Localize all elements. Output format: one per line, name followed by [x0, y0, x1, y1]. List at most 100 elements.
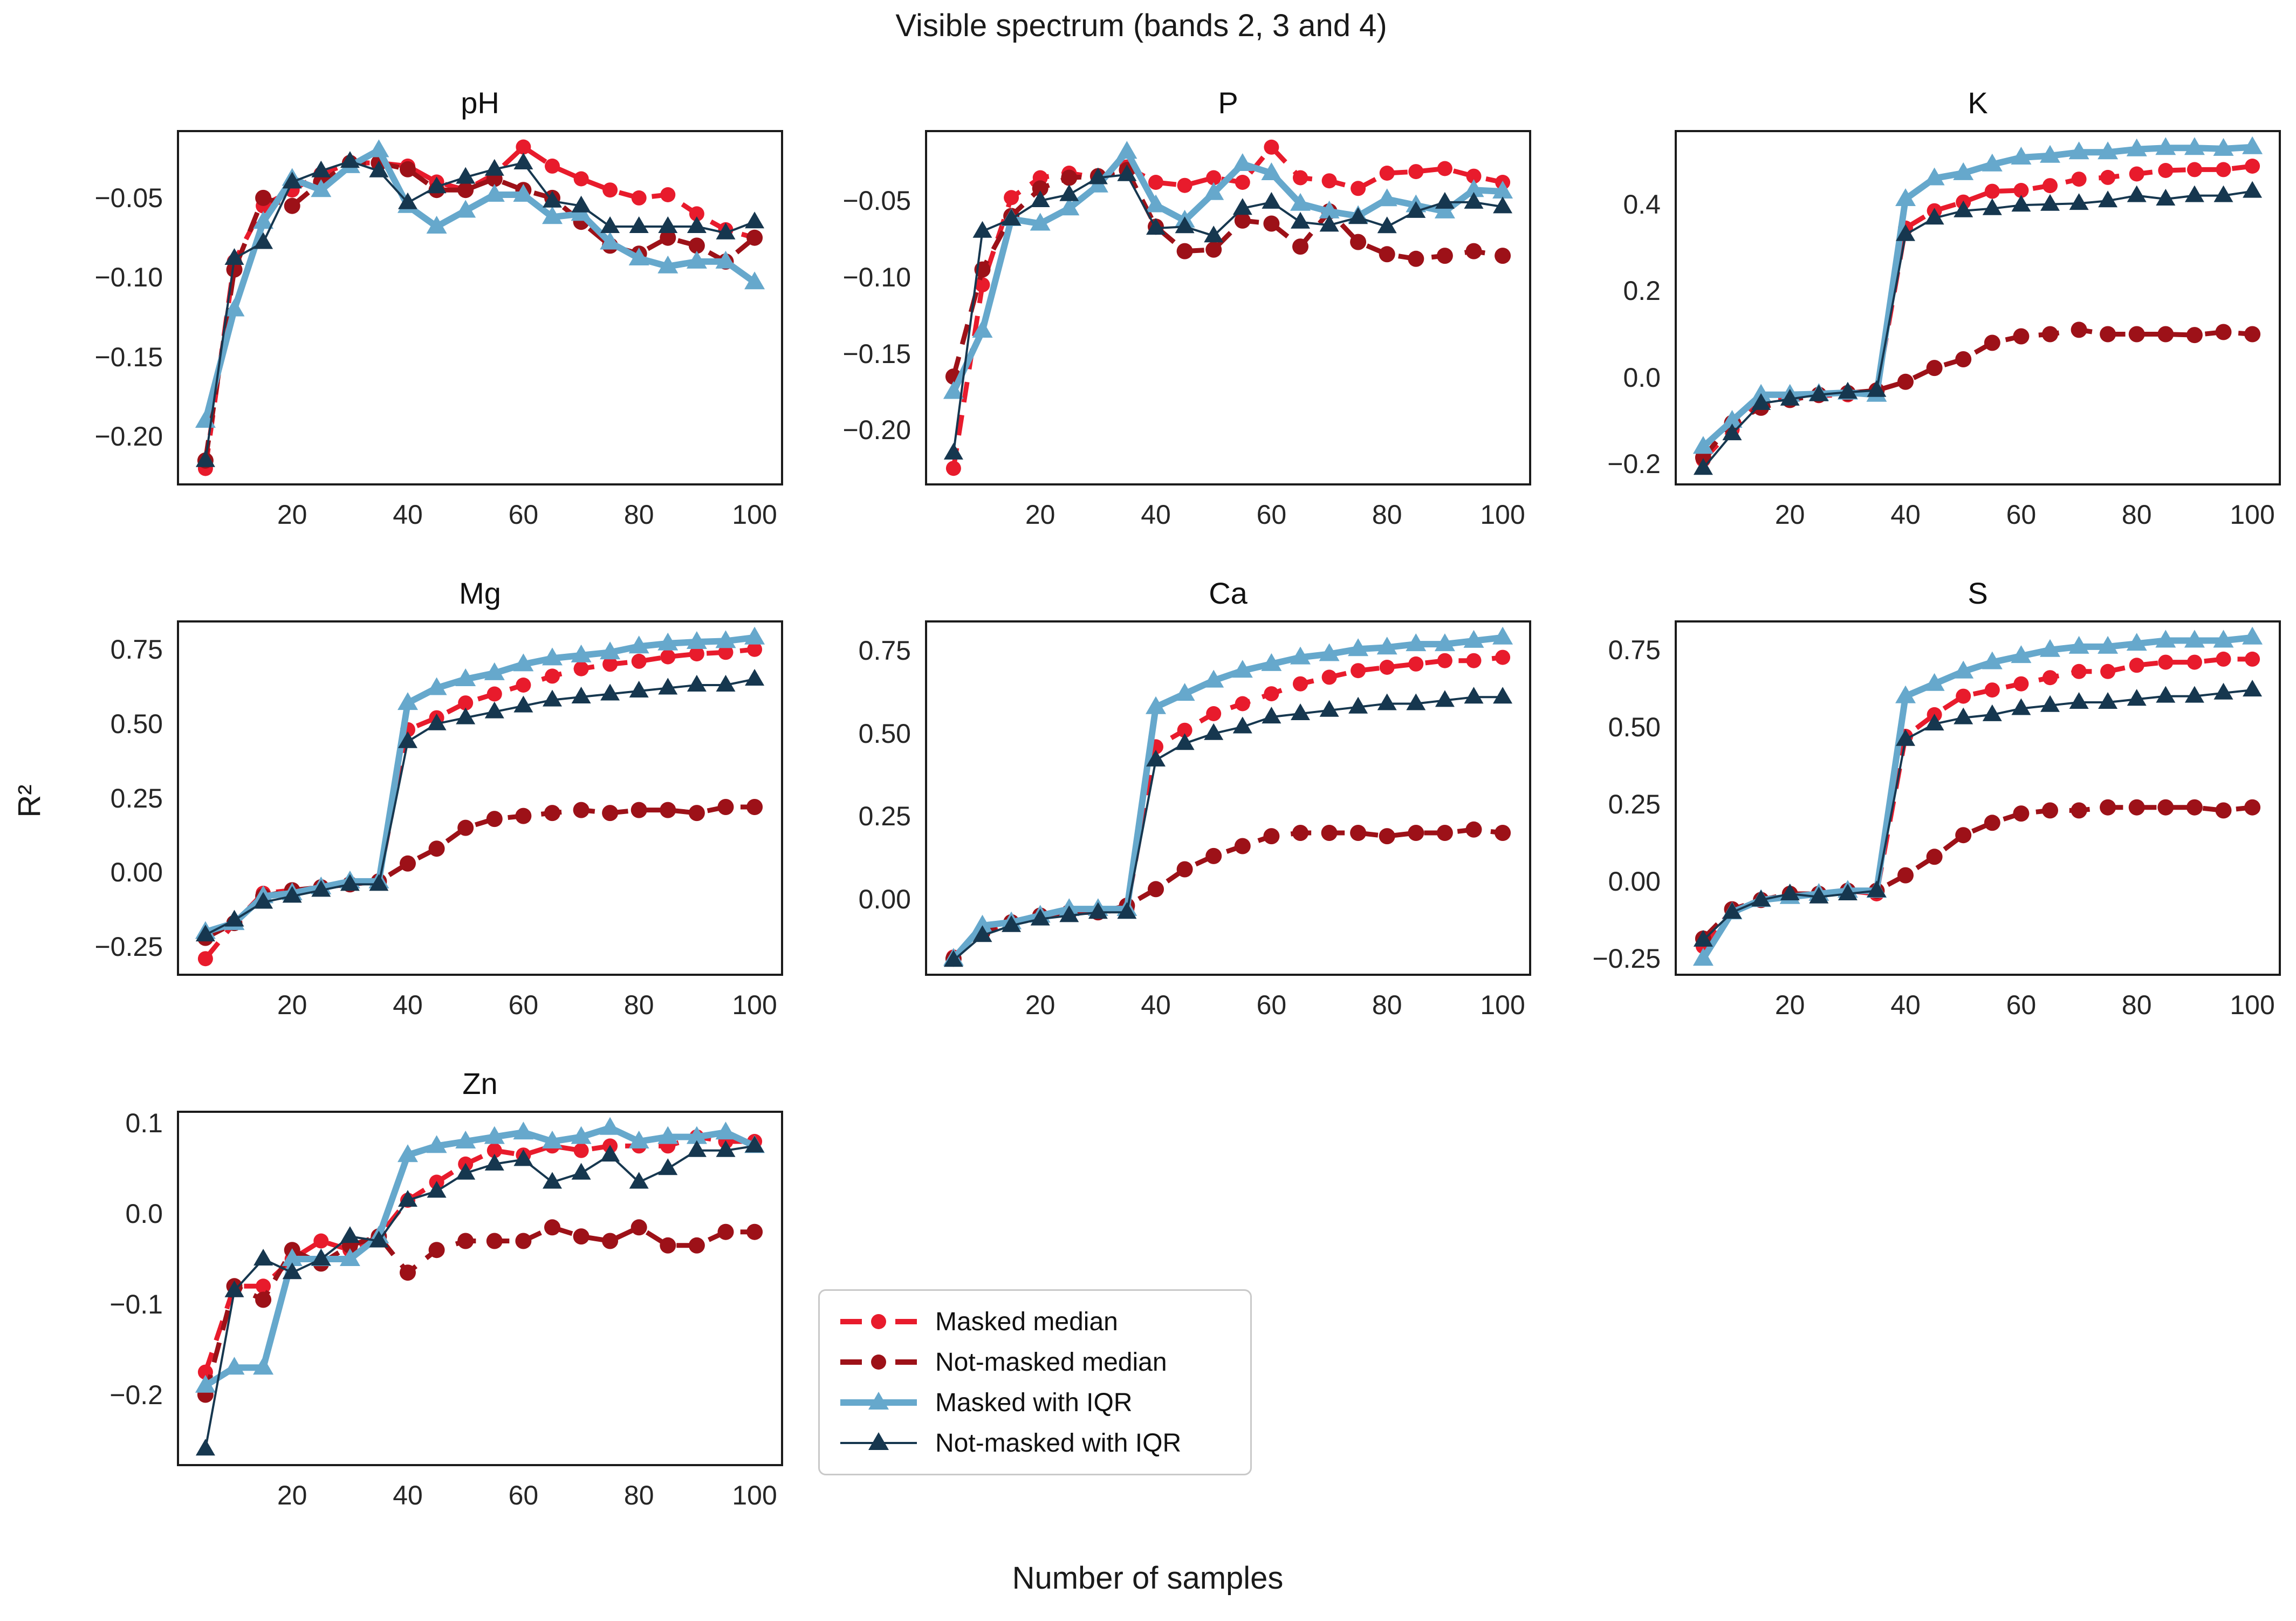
marker-not-masked-iqr	[2040, 695, 2060, 712]
marker-masked-iqr	[1203, 182, 1224, 200]
marker-not-masked-iqr	[2069, 692, 2089, 709]
marker-not-masked-median	[2128, 326, 2145, 343]
marker-masked-iqr	[1376, 637, 1397, 655]
marker-not-masked-median	[2215, 802, 2232, 819]
marker-not-masked-iqr	[2213, 682, 2233, 700]
y-tick-label: 0.0	[1623, 362, 1661, 393]
marker-not-masked-iqr	[484, 701, 504, 719]
marker-not-masked-iqr	[369, 1230, 389, 1248]
marker-not-masked-median	[602, 1233, 619, 1249]
marker-not-masked-iqr	[1232, 198, 1252, 215]
marker-masked-median	[2013, 676, 2029, 692]
marker-masked-median	[2043, 670, 2058, 686]
marker-not-masked-iqr	[282, 1262, 302, 1280]
marker-not-masked-iqr	[716, 1140, 736, 1157]
marker-not-masked-median	[660, 229, 676, 246]
marker-not-masked-iqr	[2098, 190, 2118, 208]
y-tick-label: 0.50	[110, 708, 163, 739]
legend-label: Masked with IQR	[935, 1388, 1133, 1417]
marker-not-masked-iqr	[600, 1145, 620, 1162]
marker-masked-iqr	[1319, 200, 1340, 218]
marker-not-masked-iqr	[1319, 700, 1339, 717]
panel-P-plot	[925, 130, 1531, 485]
marker-masked-iqr	[1203, 669, 1224, 688]
marker-masked-median	[1148, 175, 1163, 190]
marker-not-masked-median	[2244, 326, 2261, 343]
marker-masked-iqr	[1146, 696, 1166, 714]
marker-masked-median	[945, 461, 961, 476]
marker-masked-iqr	[1174, 683, 1195, 701]
marker-not-masked-median	[1176, 861, 1193, 878]
marker-not-masked-iqr	[687, 675, 707, 692]
marker-not-masked-iqr	[398, 731, 417, 748]
marker-not-masked-iqr	[2098, 692, 2118, 709]
marker-not-masked-iqr	[1924, 714, 1944, 731]
y-tick-label: 0.0	[125, 1199, 163, 1229]
panel-title-p: P	[1218, 86, 1238, 120]
marker-masked-iqr	[686, 1126, 707, 1144]
marker-not-masked-iqr	[513, 695, 533, 713]
marker-masked-iqr	[715, 630, 736, 648]
marker-not-masked-iqr	[1059, 905, 1079, 922]
marker-masked-median	[1408, 164, 1424, 180]
marker-not-masked-median	[428, 840, 445, 857]
marker-not-masked-iqr	[1809, 886, 1829, 904]
y-tick-label: 0.1	[125, 1108, 163, 1139]
marker-not-masked-iqr	[1406, 201, 1426, 218]
marker-not-masked-iqr	[1377, 693, 1397, 710]
x-tick-label: 60	[508, 990, 539, 1020]
marker-masked-iqr	[1982, 651, 2003, 669]
marker-masked-median	[197, 951, 213, 967]
marker-not-masked-iqr	[1867, 880, 1887, 898]
marker-masked-median	[1264, 139, 1279, 155]
marker-not-masked-iqr	[658, 678, 678, 695]
marker-not-masked-iqr	[484, 159, 504, 176]
marker-not-masked-iqr	[224, 909, 244, 927]
marker-not-masked-iqr	[1493, 196, 1513, 214]
marker-masked-median	[689, 206, 704, 222]
marker-masked-iqr	[1924, 673, 1945, 691]
y-tick-label: 0.75	[1608, 634, 1661, 665]
marker-masked-median	[1379, 166, 1395, 181]
y-tick-label: 0.25	[858, 801, 911, 832]
marker-not-masked-iqr	[224, 248, 244, 265]
marker-masked-iqr	[715, 250, 736, 269]
marker-not-masked-iqr	[629, 1172, 649, 1189]
panel-S-plot	[1675, 620, 2281, 976]
marker-not-masked-iqr	[1435, 191, 1455, 209]
marker-masked-median	[2187, 162, 2202, 177]
marker-masked-iqr	[2155, 137, 2176, 155]
marker-masked-median	[1004, 190, 1019, 206]
marker-masked-iqr	[513, 653, 534, 672]
marker-masked-median	[1379, 660, 1395, 675]
y-tick-label: −0.15	[842, 338, 911, 369]
y-tick-label: −0.15	[94, 341, 163, 372]
marker-masked-iqr	[253, 211, 274, 229]
marker-masked-iqr	[1692, 436, 1714, 454]
marker-masked-median	[660, 649, 676, 665]
marker-not-masked-iqr	[369, 874, 389, 891]
marker-masked-iqr	[455, 200, 476, 218]
legend-label: Not-masked with IQR	[935, 1428, 1182, 1458]
marker-masked-iqr	[2068, 635, 2089, 654]
marker-not-masked-iqr	[1030, 190, 1050, 207]
marker-masked-iqr	[686, 250, 707, 269]
marker-not-masked-iqr	[427, 176, 447, 194]
y-tick-label: −0.05	[842, 186, 911, 216]
marker-not-masked-iqr	[2184, 185, 2204, 202]
marker-not-masked-iqr	[658, 1158, 678, 1175]
x-tick-label: 40	[1890, 990, 1921, 1020]
marker-not-masked-iqr	[1002, 915, 1022, 932]
marker-not-masked-iqr	[600, 683, 620, 701]
marker-not-masked-iqr	[716, 222, 736, 240]
marker-not-masked-median	[1926, 360, 1943, 377]
marker-not-masked-median	[400, 1264, 416, 1281]
x-tick-label: 100	[1480, 990, 1525, 1020]
marker-not-masked-iqr	[745, 211, 765, 229]
marker-masked-iqr	[542, 647, 563, 666]
marker-masked-iqr	[1146, 194, 1166, 213]
axes-spine	[177, 1111, 783, 1466]
marker-not-masked-iqr	[340, 1226, 360, 1243]
marker-masked-iqr	[1116, 141, 1137, 159]
marker-not-masked-median	[457, 819, 474, 836]
